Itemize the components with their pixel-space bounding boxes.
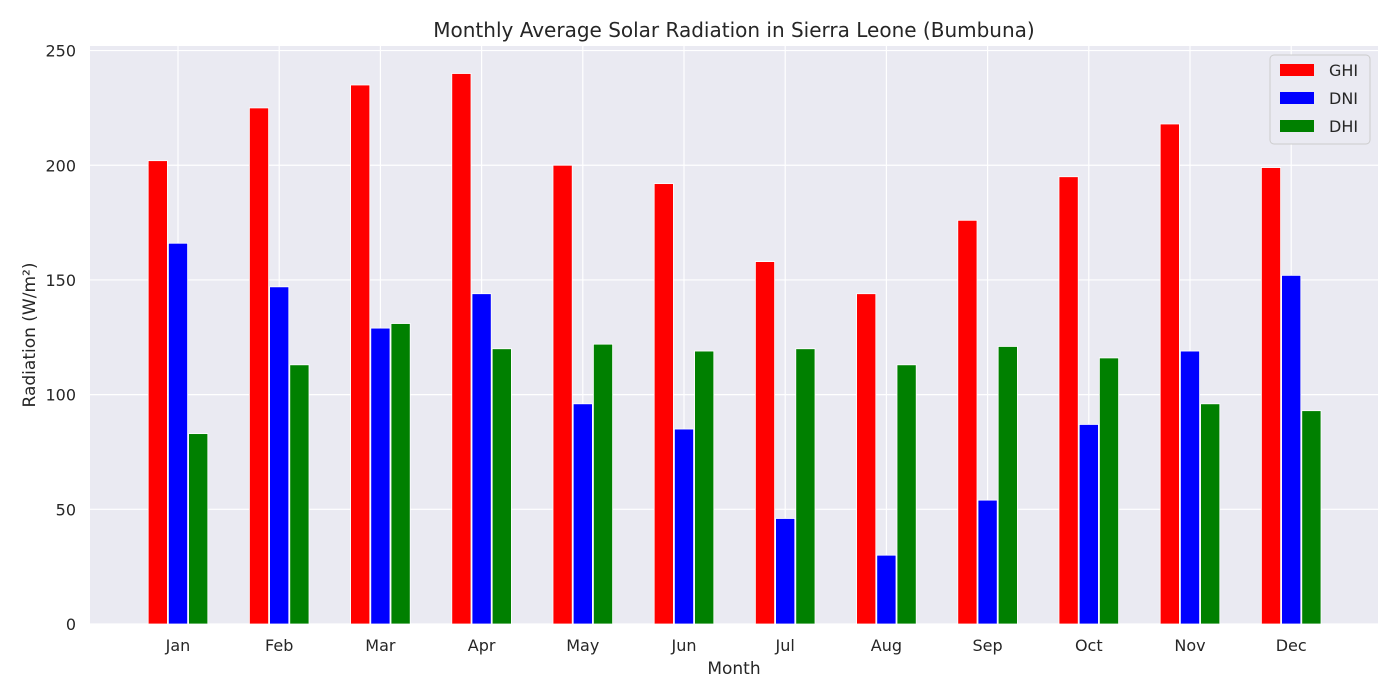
- y-tick-label: 250: [45, 42, 76, 61]
- bar-ghi: [957, 219, 978, 625]
- bar-ghi: [248, 107, 269, 625]
- legend-swatch: [1280, 120, 1314, 132]
- chart-title: Monthly Average Solar Radiation in Sierr…: [433, 18, 1034, 42]
- bar-dni: [370, 327, 391, 625]
- x-tick-label: Aug: [871, 636, 902, 655]
- legend-swatch: [1280, 64, 1314, 76]
- bar-dni: [269, 286, 290, 625]
- y-tick-labels: 0 50 100 150 200 250: [45, 42, 76, 634]
- bar-dni: [775, 518, 796, 625]
- x-tick-label: Apr: [468, 636, 496, 655]
- bar-dni: [471, 293, 492, 625]
- bar-dhi: [896, 364, 917, 625]
- x-tick-label: Nov: [1174, 636, 1205, 655]
- bar-dhi: [188, 433, 209, 625]
- y-tick-label: 200: [45, 156, 76, 175]
- series-dhi: [188, 323, 1322, 625]
- bar-dni: [1180, 350, 1201, 625]
- y-tick-label: 100: [45, 386, 76, 405]
- bar-dni: [1078, 424, 1099, 625]
- x-tick-label: Sep: [973, 636, 1003, 655]
- bar-ghi: [350, 84, 371, 625]
- x-tick-label: Mar: [365, 636, 396, 655]
- bar-dni: [167, 242, 188, 625]
- bar-ghi: [1159, 123, 1180, 625]
- y-tick-label: 50: [56, 500, 76, 519]
- x-tick-label: May: [566, 636, 599, 655]
- x-tick-labels: Jan Feb Mar Apr May Jun Jul Aug Sep Oct Nov Dec: [165, 636, 1307, 655]
- legend-label: DHI: [1329, 117, 1358, 136]
- bar-ghi: [755, 261, 776, 625]
- x-tick-label: Feb: [265, 636, 293, 655]
- bar-dhi: [1301, 410, 1322, 625]
- bar-dhi: [694, 350, 715, 625]
- bar-dhi: [390, 323, 411, 625]
- bar-dni: [1281, 274, 1302, 625]
- legend: GHI DNI DHI: [1269, 54, 1371, 145]
- bar-dni: [572, 403, 593, 625]
- bar-ghi: [552, 164, 573, 625]
- x-axis-label: Month: [707, 659, 760, 679]
- legend-swatch: [1280, 92, 1314, 104]
- bars: [147, 73, 1322, 625]
- x-tick-label: Oct: [1075, 636, 1103, 655]
- bar-dhi: [795, 348, 816, 625]
- bar-dhi: [491, 348, 512, 625]
- bar-dni: [674, 428, 695, 625]
- y-axis-label: Radiation (W/m²): [20, 263, 40, 408]
- bar-ghi: [856, 293, 877, 625]
- y-tick-label: 0: [66, 615, 76, 634]
- bar-ghi: [1261, 167, 1282, 625]
- bar-ghi: [147, 160, 168, 625]
- x-tick-label: Dec: [1276, 636, 1307, 655]
- y-tick-label: 150: [45, 271, 76, 290]
- bar-ghi: [653, 183, 674, 625]
- legend-label: DNI: [1329, 89, 1358, 108]
- bar-dhi: [593, 343, 614, 625]
- bar-dni: [977, 499, 998, 625]
- x-tick-label: Jun: [671, 636, 697, 655]
- bar-dhi: [997, 346, 1018, 625]
- x-tick-label: Jul: [775, 636, 795, 655]
- bar-dhi: [289, 364, 310, 625]
- bar-dhi: [1099, 357, 1120, 625]
- legend-label: GHI: [1329, 61, 1358, 80]
- series-ghi: [147, 73, 1282, 625]
- x-tick-label: Jan: [165, 636, 191, 655]
- bar-dhi: [1200, 403, 1221, 625]
- series-dni: [167, 242, 1302, 625]
- bar-ghi: [1058, 176, 1079, 625]
- bar-ghi: [451, 73, 472, 625]
- bar-dni: [876, 554, 897, 625]
